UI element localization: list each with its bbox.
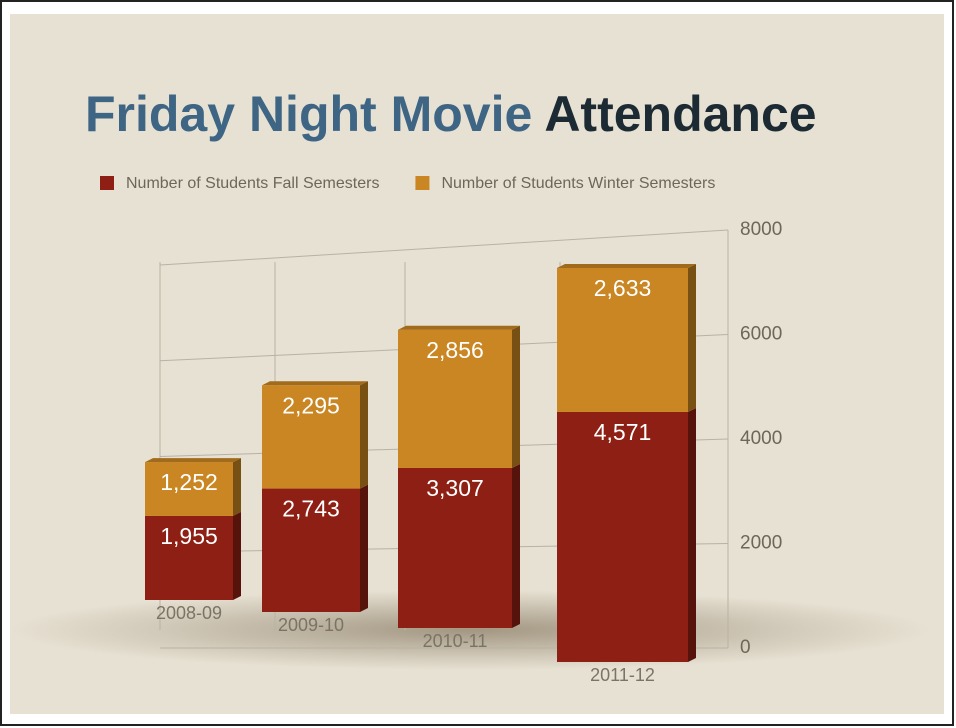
- bar: [398, 467, 512, 628]
- title-part: Friday Night Movie: [85, 86, 532, 142]
- bar-side: [512, 463, 520, 628]
- bar-side: [360, 381, 368, 489]
- y-tick-label: 2000: [740, 533, 782, 554]
- bar: [262, 385, 360, 489]
- data-label: 1,955: [160, 523, 218, 549]
- bar-side: [512, 325, 520, 468]
- bar: [557, 267, 688, 412]
- data-label: 2,633: [594, 275, 652, 301]
- y-tick-label: 8000: [740, 219, 782, 240]
- x-tick-label: 2009-10: [278, 615, 344, 635]
- y-tick-label: 6000: [740, 324, 782, 345]
- bar: [557, 411, 688, 662]
- bar-side: [688, 407, 696, 662]
- y-tick-label: 0: [740, 637, 751, 658]
- bar: [145, 515, 233, 600]
- x-tick-label: 2011-12: [590, 665, 655, 685]
- title-part: Attendance: [544, 86, 816, 142]
- legend-swatch: [415, 176, 430, 190]
- legend-label: Number of Students Winter Semesters: [441, 175, 715, 192]
- data-label: 2,856: [426, 337, 484, 363]
- data-label: 2,743: [282, 496, 340, 522]
- data-label: 3,307: [426, 475, 484, 501]
- x-tick-label: 2008-09: [156, 603, 222, 623]
- bar-side: [233, 511, 241, 600]
- bar: [398, 329, 512, 468]
- bar-side: [233, 458, 241, 516]
- data-label: 4,571: [594, 419, 652, 445]
- bar: [145, 462, 233, 516]
- floor-shadow: [10, 590, 930, 670]
- grid-line: [159, 229, 729, 266]
- bar-top: [398, 325, 520, 330]
- x-tick-label: 2010-11: [423, 631, 488, 651]
- data-label: 1,252: [160, 469, 218, 495]
- legend-label: Number of Students Fall Semesters: [126, 175, 379, 192]
- bar-top: [145, 458, 241, 463]
- bar-side: [688, 263, 696, 412]
- bar-top: [262, 381, 368, 386]
- chart-title: Friday Night Movie Attendance: [85, 86, 817, 142]
- legend-swatch: [100, 176, 114, 190]
- bar-top: [557, 263, 696, 268]
- data-label: 2,295: [282, 392, 340, 418]
- y-tick-label: 4000: [740, 428, 782, 449]
- bar: [262, 488, 360, 612]
- bar-side: [360, 484, 368, 612]
